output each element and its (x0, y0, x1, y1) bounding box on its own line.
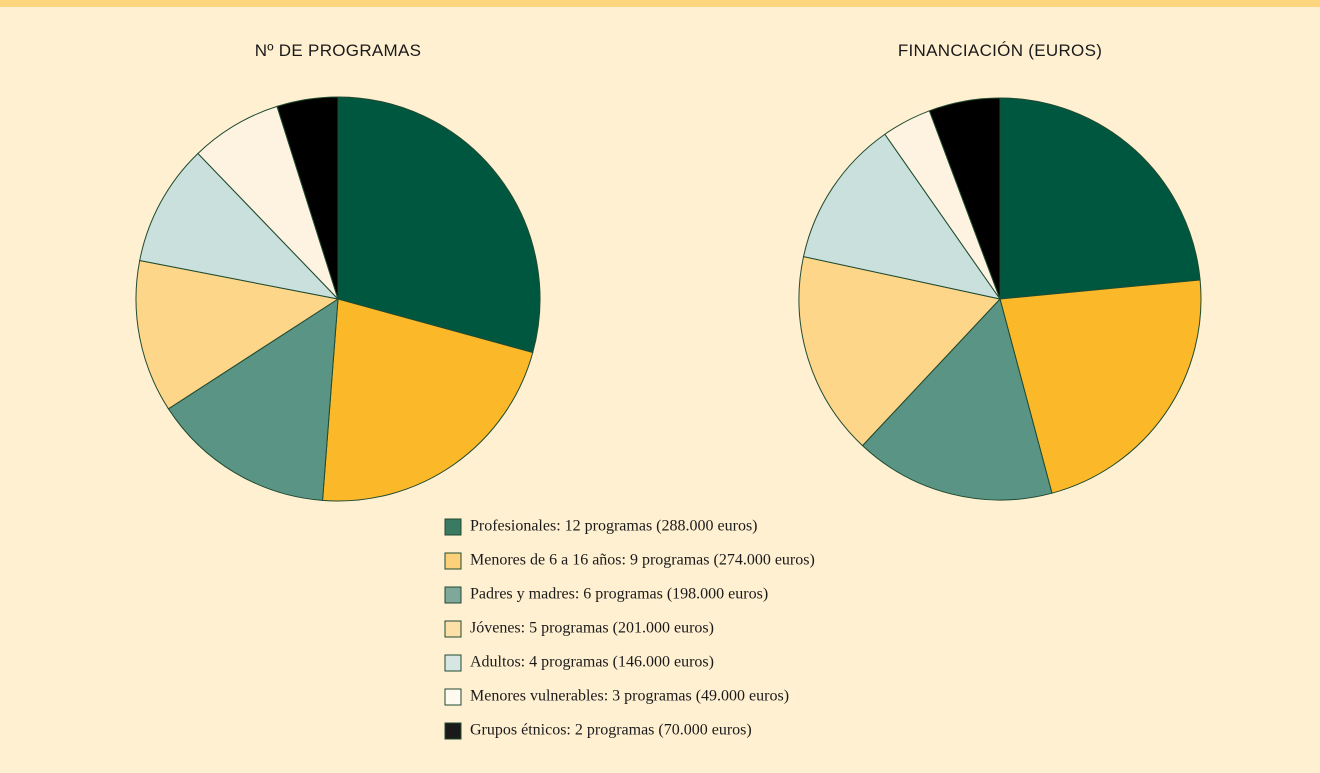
legend-swatch (444, 620, 462, 638)
pie-slice (167, 298, 339, 501)
legend-label: Grupos étnicos: 2 programas (70.000 euro… (470, 722, 752, 739)
legend-swatch (444, 722, 462, 740)
pie-slice (999, 97, 1201, 300)
pie-slice (861, 298, 1053, 501)
chart-title: FINANCIACIÓN (EUROS) (898, 41, 1102, 60)
chart-title: Nº DE PROGRAMAS (255, 41, 422, 60)
pie-slice (337, 96, 541, 354)
legend-swatch (444, 688, 462, 706)
legend-label: Jóvenes: 5 programas (201.000 euros) (470, 620, 714, 637)
pie-slice (135, 259, 340, 410)
pie-slice (999, 279, 1202, 494)
pie-slice (322, 298, 534, 502)
pie-slice (928, 97, 1001, 300)
legend-swatch (444, 518, 462, 536)
legend-swatch (444, 552, 462, 570)
legend-label: Menores vulnerables: 3 programas (49.000… (470, 688, 789, 705)
legend-swatch (444, 654, 462, 672)
pie-slice (276, 96, 339, 300)
legend-label: Menores de 6 a 16 años: 9 programas (274… (470, 552, 815, 569)
top-strip (0, 0, 1320, 7)
legend-swatch (444, 586, 462, 604)
legend-label: Padres y madres: 6 programas (198.000 eu… (470, 586, 768, 603)
legend-label: Profesionales: 12 programas (288.000 eur… (470, 518, 758, 535)
legend-label: Adultos: 4 programas (146.000 euros) (470, 654, 714, 671)
pie-slice (798, 255, 1001, 447)
pie-slice (802, 133, 1002, 300)
pie-slice (139, 152, 340, 300)
